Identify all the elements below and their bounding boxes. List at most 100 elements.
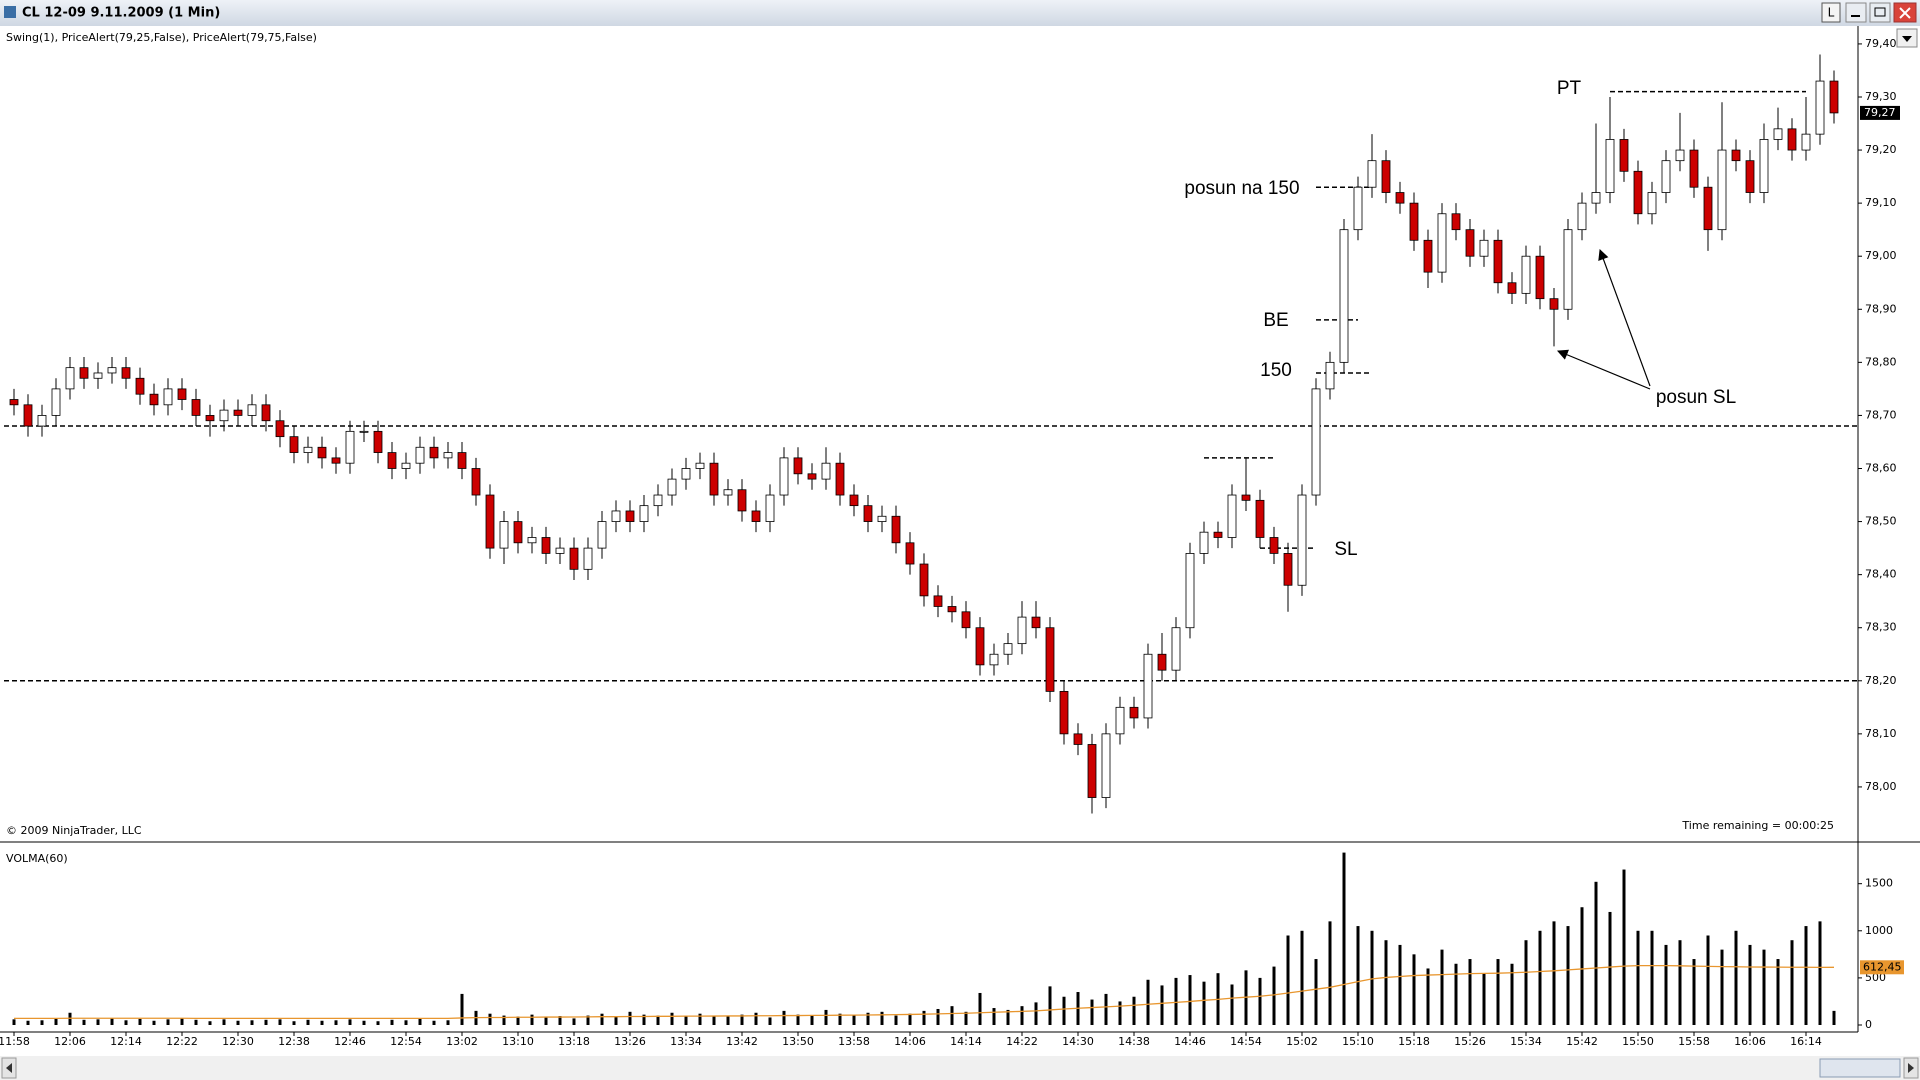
x-tick-label: 12:54: [390, 1035, 422, 1048]
candle-body: [93, 372, 103, 379]
volume-bar: [908, 1013, 912, 1025]
candle-body: [1409, 202, 1419, 241]
volume-bar: [1538, 930, 1542, 1025]
candle-body: [65, 367, 75, 390]
window-title: CL 12-09 9.11.2009 (1 Min): [22, 6, 220, 21]
x-tick-label: 15:50: [1622, 1035, 1654, 1048]
volume-bar: [1300, 930, 1304, 1025]
y-tick-label: 78,80: [1865, 355, 1897, 368]
volume-bar: [54, 1018, 58, 1025]
y-tick-label: 78,40: [1865, 568, 1897, 581]
volume-bar: [1440, 949, 1444, 1025]
candle-body: [121, 367, 131, 379]
candle-body: [79, 367, 89, 379]
x-tick-label: 11:58: [0, 1035, 30, 1048]
volume-bar: [1104, 993, 1108, 1025]
y-tick-label: 78,60: [1865, 461, 1897, 474]
volume-bar: [992, 1008, 996, 1025]
volume-bar: [110, 1018, 114, 1025]
candle-body: [1241, 494, 1251, 501]
scrollbar[interactable]: [0, 1056, 1920, 1080]
candle-body: [835, 462, 845, 496]
l-button[interactable]: [1821, 2, 1841, 23]
x-tick-label: 14:38: [1118, 1035, 1150, 1048]
y-tick-label: 79,40: [1865, 37, 1897, 50]
volume-bar: [1286, 935, 1290, 1025]
volume-bar: [1398, 944, 1402, 1025]
maximize-button[interactable]: [1869, 2, 1891, 23]
volume-bar: [572, 1018, 576, 1025]
volume-bar: [222, 1019, 226, 1025]
x-tick-label: 12:22: [166, 1035, 198, 1048]
candle-body: [1619, 139, 1629, 172]
candle-body: [1199, 531, 1209, 554]
candle-body: [709, 462, 719, 496]
volume-bar: [1524, 940, 1528, 1025]
candle-body: [1703, 186, 1713, 231]
volume-bar: [1594, 881, 1598, 1025]
candle-body: [905, 542, 915, 565]
x-tick-label: 13:58: [838, 1035, 870, 1048]
volume-bar: [250, 1020, 254, 1025]
l-button-label[interactable]: L: [1828, 6, 1835, 20]
volume-bar: [1356, 926, 1360, 1025]
volume-bar: [1664, 944, 1668, 1025]
scroll-thumb[interactable]: [1819, 1058, 1901, 1078]
volume-bar: [362, 1020, 366, 1025]
volume-bar: [306, 1019, 310, 1025]
y-tick-label: 78,30: [1865, 621, 1897, 634]
candle-body: [205, 415, 215, 422]
candle-body: [1381, 160, 1391, 193]
candle-body: [233, 409, 243, 416]
app-icon: [4, 6, 16, 18]
volume-bar: [978, 992, 982, 1025]
x-tick-label: 13:18: [558, 1035, 590, 1048]
candle-body: [639, 505, 649, 522]
candle-body: [1465, 229, 1475, 257]
volume-bar: [824, 1009, 828, 1025]
y-tick-label: 1500: [1865, 877, 1893, 890]
candle-body: [1255, 499, 1265, 538]
candle-body: [1605, 139, 1615, 193]
title-bar: [0, 0, 1920, 26]
volume-bar: [1678, 940, 1682, 1025]
annotation: SL: [1334, 539, 1357, 560]
volume-bar: [236, 1020, 240, 1025]
volume-bar: [1692, 959, 1696, 1025]
candle-body: [989, 653, 999, 666]
volume-bar: [1272, 966, 1276, 1025]
candle-body: [261, 404, 271, 422]
volume-bar: [782, 1010, 786, 1025]
volume-bar: [1776, 959, 1780, 1025]
minimize-button[interactable]: [1845, 2, 1867, 23]
candle-body: [37, 415, 47, 427]
x-tick-label: 14:14: [950, 1035, 982, 1048]
candle-body: [891, 515, 901, 544]
candle-body: [1535, 255, 1545, 300]
volume-bar: [614, 1016, 618, 1025]
candle-body: [177, 388, 187, 400]
volume-bar: [838, 1013, 842, 1025]
candle-body: [695, 462, 705, 469]
x-tick-label: 12:46: [334, 1035, 366, 1048]
volume-bar: [208, 1021, 212, 1025]
x-tick-label: 15:58: [1678, 1035, 1710, 1048]
candle-body: [569, 547, 579, 570]
volume-bar: [1160, 985, 1164, 1025]
candle-body: [1423, 239, 1433, 273]
annotation: posun SL: [1656, 387, 1736, 408]
volume-bar: [880, 1011, 884, 1025]
candle-body: [1815, 80, 1825, 135]
y-tick-label: 78,70: [1865, 408, 1897, 421]
candle-body: [849, 494, 859, 507]
volume-bar: [726, 1016, 730, 1025]
candle-body: [625, 510, 635, 522]
candle-body: [793, 457, 803, 475]
x-tick-label: 13:34: [670, 1035, 702, 1048]
volume-bar: [1230, 984, 1234, 1025]
candle-body: [1031, 616, 1041, 629]
candle-body: [961, 611, 971, 629]
x-tick-label: 15:02: [1286, 1035, 1318, 1048]
x-tick-label: 13:42: [726, 1035, 758, 1048]
candle-body: [443, 452, 453, 459]
